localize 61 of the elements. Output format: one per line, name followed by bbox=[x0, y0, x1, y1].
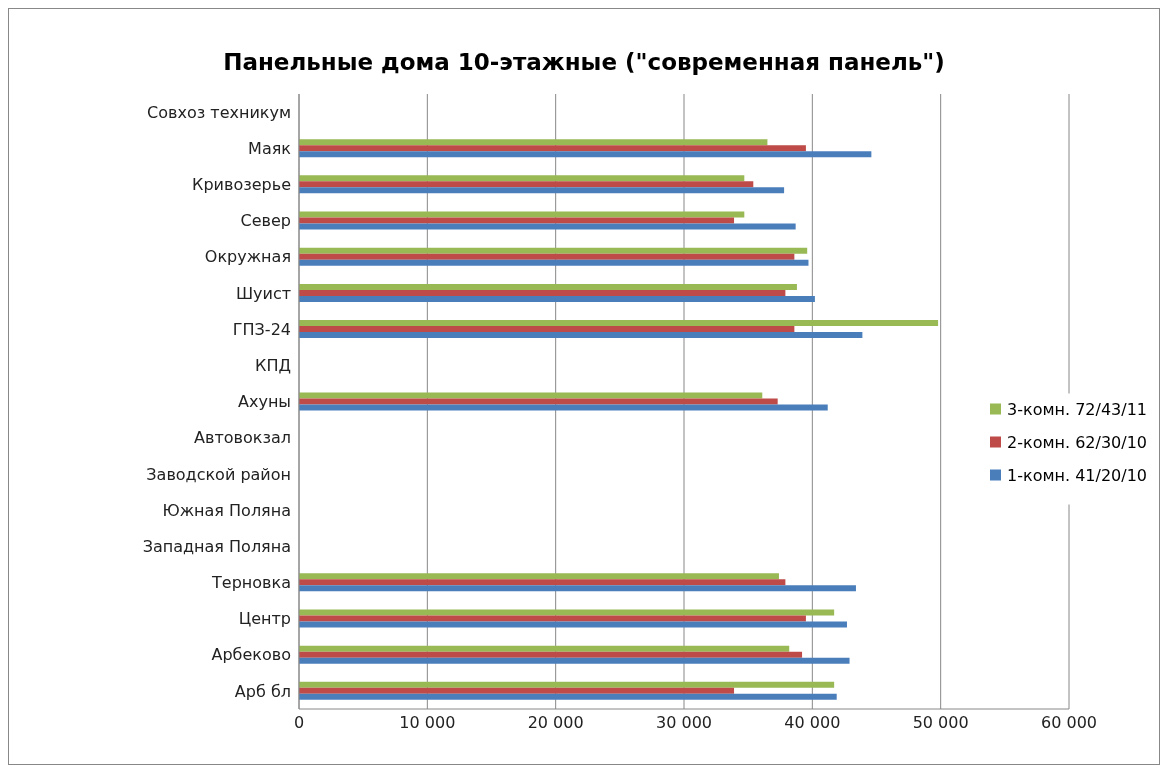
bar bbox=[299, 573, 779, 580]
y-tick-label: КПД bbox=[255, 356, 291, 375]
bar bbox=[299, 687, 735, 694]
bar bbox=[299, 289, 786, 296]
x-tick-label: 40 000 bbox=[784, 713, 841, 733]
bar bbox=[299, 398, 778, 405]
bar bbox=[299, 259, 809, 266]
bar bbox=[299, 217, 735, 224]
bar bbox=[299, 145, 806, 152]
y-tick-label: Шуист bbox=[235, 283, 291, 303]
bar bbox=[299, 211, 745, 218]
x-tick-label: 60 000 bbox=[1041, 713, 1097, 733]
bar bbox=[299, 392, 763, 399]
bar bbox=[299, 609, 835, 616]
x-tick-label: 0 bbox=[293, 713, 305, 733]
legend-label: 1-комн. 41/20/10 bbox=[1007, 465, 1147, 485]
bar bbox=[299, 283, 797, 290]
bar bbox=[299, 657, 850, 664]
bar bbox=[299, 223, 796, 230]
bar bbox=[299, 693, 837, 700]
bar bbox=[299, 579, 786, 586]
bar bbox=[299, 253, 795, 260]
y-tick-label: Автовокзал bbox=[194, 428, 291, 448]
y-tick-label: ГПЗ-24 bbox=[232, 319, 291, 339]
bar bbox=[299, 247, 808, 254]
y-tick-label: Ахуны bbox=[238, 392, 291, 412]
bar bbox=[299, 681, 835, 688]
legend-label: 2-комн. 62/30/10 bbox=[1007, 432, 1147, 452]
bar bbox=[299, 332, 863, 339]
bar bbox=[299, 404, 828, 411]
bar bbox=[299, 181, 754, 188]
chart-title: Панельные дома 10-этажные ("современная панель") bbox=[222, 49, 946, 77]
bar bbox=[299, 320, 939, 327]
y-tick-label: Окружная bbox=[204, 247, 291, 267]
legend-label: 3-комн. 72/43/11 bbox=[1007, 399, 1147, 419]
y-tick-label: Север bbox=[240, 211, 291, 231]
x-tick-label: 50 000 bbox=[912, 713, 969, 733]
bar bbox=[299, 645, 790, 652]
bar bbox=[299, 175, 745, 182]
y-tick-label: Маяк bbox=[248, 138, 292, 158]
bar bbox=[299, 651, 803, 658]
y-tick-label: Арб бл bbox=[234, 681, 291, 701]
y-tick-label: Центр bbox=[238, 609, 291, 629]
bar bbox=[299, 187, 785, 194]
bar bbox=[299, 151, 872, 158]
bar bbox=[299, 621, 847, 628]
x-tick-label: 30 000 bbox=[656, 713, 712, 733]
x-tick-label: 10 000 bbox=[399, 713, 456, 733]
y-tick-label: Арбеково bbox=[211, 645, 291, 665]
y-tick-label: Совхоз техникум bbox=[147, 102, 291, 122]
bar bbox=[299, 615, 806, 622]
y-tick-label: Кривозерье bbox=[192, 175, 291, 195]
y-tick-label: Терновка bbox=[211, 573, 291, 593]
bar bbox=[299, 295, 815, 302]
y-tick-label: Заводской район bbox=[146, 464, 291, 484]
y-tick-label: Западная Поляна bbox=[142, 536, 291, 556]
y-tick-label: Южная Поляна bbox=[162, 500, 291, 520]
x-tick-label: 20 000 bbox=[527, 713, 584, 733]
bar bbox=[299, 139, 768, 146]
bar bbox=[299, 326, 795, 333]
bar bbox=[299, 585, 856, 592]
